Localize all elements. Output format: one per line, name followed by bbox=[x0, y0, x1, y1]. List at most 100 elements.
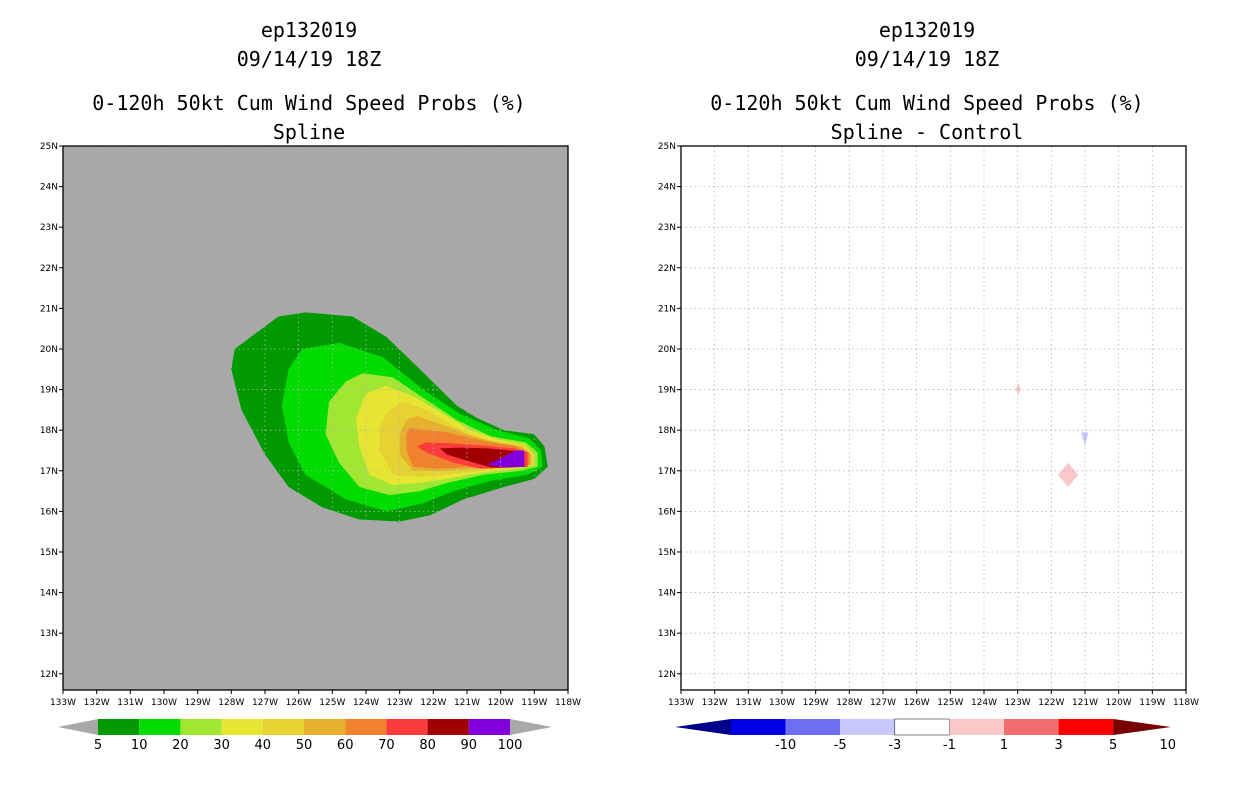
right-colorbar-swatch bbox=[894, 718, 950, 736]
left-chart-subtitle: Spline bbox=[272, 120, 346, 144]
left-y-tick-label: 13N bbox=[40, 629, 58, 639]
right-y-tick-label: 23N bbox=[658, 223, 676, 233]
left-colorbar-label: 40 bbox=[255, 738, 272, 753]
left-contour-9 bbox=[487, 450, 525, 468]
left-colorbar-swatch bbox=[262, 719, 304, 735]
left-colorbar-swatch bbox=[386, 719, 428, 735]
right-plot-background bbox=[681, 146, 1186, 690]
right-y-tick-label: 19N bbox=[658, 386, 676, 396]
left-x-tick-label: 120W bbox=[488, 698, 514, 708]
right-y-tick-label: 14N bbox=[658, 589, 676, 599]
left-colorbar-under-arrow bbox=[58, 719, 98, 735]
left-y-tick-label: 12N bbox=[40, 670, 58, 680]
right-y-tick-label: 17N bbox=[658, 467, 676, 477]
right-colorbar-label: -5 bbox=[834, 738, 847, 753]
right-x-tick-label: 119W bbox=[1139, 698, 1165, 708]
left-colorbar-label: 10 bbox=[131, 738, 148, 753]
right-y-tick-label: 24N bbox=[658, 183, 676, 193]
left-x-tick-label: 121W bbox=[454, 698, 480, 708]
right-datetime: 09/14/19 18Z bbox=[854, 47, 1000, 71]
left-colorbar-label: 70 bbox=[378, 738, 395, 753]
left-y-tick-label: 18N bbox=[40, 426, 58, 436]
left-colorbar-swatch bbox=[139, 719, 181, 735]
left-x-tick-label: 122W bbox=[420, 698, 446, 708]
left-colorbar-label: 100 bbox=[498, 738, 523, 753]
left-colorbar-label: 60 bbox=[337, 738, 354, 753]
right-colorbar-under-arrow bbox=[675, 719, 731, 735]
right-x-tick-label: 131W bbox=[735, 698, 761, 708]
right-x-tick-label: 132W bbox=[702, 698, 728, 708]
right-colorbar-label: -10 bbox=[775, 738, 796, 753]
left-y-tick-label: 24N bbox=[40, 183, 58, 193]
left-colorbar-label: 30 bbox=[213, 738, 230, 753]
right-storm-id: ep132019 bbox=[878, 18, 976, 42]
right-colorbar-swatch bbox=[1004, 719, 1059, 735]
left-colorbar-label: 90 bbox=[461, 738, 478, 753]
right-x-tick-label: 124W bbox=[971, 698, 997, 708]
right-diff-chart: 133W 132W 131W 130W 129W 128W 127W 126W 125W 124W… bbox=[658, 142, 1199, 753]
right-colorbar-label: -3 bbox=[888, 738, 901, 753]
right-colorbar-label: 10 bbox=[1160, 738, 1177, 753]
left-y-tick-label: 25N bbox=[40, 142, 58, 152]
left-colorbar-label: 20 bbox=[172, 738, 189, 753]
left-colorbar-swatch bbox=[180, 719, 222, 735]
right-colorbar-over-arrow bbox=[1113, 719, 1171, 735]
left-colorbar-swatch bbox=[304, 719, 346, 735]
right-colorbar-swatch bbox=[949, 719, 1004, 735]
left-y-tick-label: 16N bbox=[40, 507, 58, 517]
right-x-tick-label: 128W bbox=[836, 698, 862, 708]
right-y-tick-label: 15N bbox=[658, 548, 676, 558]
right-chart-subtitle: Spline - Control bbox=[830, 120, 1024, 144]
left-colorbar-label: 50 bbox=[296, 738, 313, 753]
left-y-tick-label: 19N bbox=[40, 386, 58, 396]
left-prob-chart: 133W 132W 131W 130W 129W 128W 127W 126W 125W 124W… bbox=[40, 142, 581, 753]
right-chart-title: 0-120h 50kt Cum Wind Speed Probs (%) bbox=[710, 91, 1144, 115]
left-y-tick-label: 21N bbox=[40, 304, 58, 314]
right-contour-2 bbox=[1058, 462, 1079, 487]
right-y-tick-label: 25N bbox=[658, 142, 676, 152]
left-x-tick-label: 124W bbox=[353, 698, 379, 708]
right-x-tick-label: 127W bbox=[870, 698, 896, 708]
right-x-tick-label: 122W bbox=[1038, 698, 1064, 708]
left-datetime: 09/14/19 18Z bbox=[236, 47, 382, 71]
right-colorbar-label: -1 bbox=[943, 738, 956, 753]
left-y-tick-label: 20N bbox=[40, 345, 58, 355]
left-y-tick-label: 23N bbox=[40, 223, 58, 233]
left-colorbar-label: 5 bbox=[94, 738, 102, 753]
right-x-tick-label: 118W bbox=[1173, 698, 1199, 708]
left-x-tick-label: 126W bbox=[286, 698, 312, 708]
right-y-tick-label: 22N bbox=[658, 264, 676, 274]
left-x-tick-label: 133W bbox=[50, 698, 76, 708]
right-y-tick-label: 18N bbox=[658, 426, 676, 436]
right-x-tick-label: 120W bbox=[1106, 698, 1132, 708]
left-y-tick-label: 17N bbox=[40, 467, 58, 477]
left-plot-frame bbox=[62, 145, 569, 691]
left-y-tick-label: 15N bbox=[40, 548, 58, 558]
right-y-tick-label: 21N bbox=[658, 304, 676, 314]
right-colorbar-label: 3 bbox=[1054, 738, 1062, 753]
left-x-tick-label: 129W bbox=[185, 698, 211, 708]
right-y-tick-label: 16N bbox=[658, 507, 676, 517]
left-colorbar-label: 80 bbox=[419, 738, 436, 753]
left-x-tick-label: 131W bbox=[117, 698, 143, 708]
left-colorbar-swatch bbox=[221, 719, 263, 735]
right-x-tick-label: 133W bbox=[668, 698, 694, 708]
right-colorbar-swatch bbox=[1058, 719, 1114, 735]
left-colorbar-swatch bbox=[427, 719, 469, 735]
right-plot-frame bbox=[680, 145, 1187, 691]
right-colorbar-label: 1 bbox=[1000, 738, 1008, 753]
right-contour-0 bbox=[1015, 383, 1021, 395]
right-colorbar-swatch bbox=[785, 719, 841, 735]
right-x-tick-label: 130W bbox=[769, 698, 795, 708]
right-colorbar-label: 5 bbox=[1109, 738, 1117, 753]
right-x-tick-label: 129W bbox=[803, 698, 829, 708]
right-colorbar-swatch bbox=[731, 719, 786, 735]
left-x-tick-label: 128W bbox=[218, 698, 244, 708]
right-y-tick-label: 13N bbox=[658, 629, 676, 639]
left-colorbar-swatch bbox=[345, 719, 387, 735]
left-y-tick-label: 14N bbox=[40, 589, 58, 599]
right-x-tick-label: 123W bbox=[1005, 698, 1031, 708]
left-colorbar-over-arrow bbox=[510, 719, 552, 735]
left-y-tick-label: 22N bbox=[40, 264, 58, 274]
right-x-tick-label: 126W bbox=[904, 698, 930, 708]
